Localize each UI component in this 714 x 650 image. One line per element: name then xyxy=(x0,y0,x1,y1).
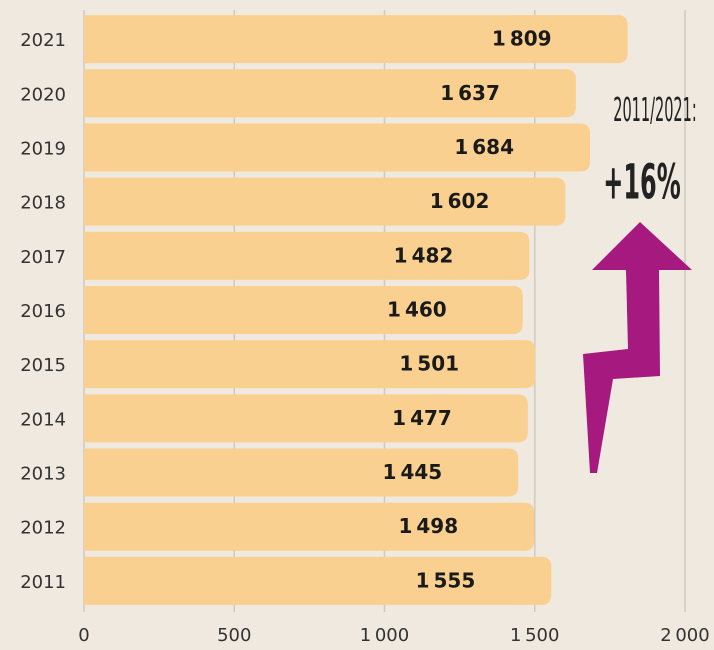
bar xyxy=(84,448,519,497)
bar xyxy=(84,123,591,172)
y-tick-label: 2018 xyxy=(20,193,66,214)
bar xyxy=(84,556,552,605)
y-tick-label: 2013 xyxy=(20,464,66,485)
value-label: 1 445 xyxy=(383,460,443,484)
bar xyxy=(84,340,536,389)
bar xyxy=(84,502,535,551)
bars: 1 809 1 637 1 684 1 602 1 482 1 460 1 501 1 477… xyxy=(84,15,628,605)
value-label: 1 684 xyxy=(454,135,514,159)
value-label: 1 498 xyxy=(398,514,458,538)
trend-arrow xyxy=(583,222,692,473)
x-tick-label: 1 500 xyxy=(510,625,559,646)
y-tick-label: 2021 xyxy=(20,30,66,51)
value-label: 1 637 xyxy=(440,81,500,105)
value-label: 1 460 xyxy=(387,298,447,322)
value-label: 1 809 xyxy=(492,27,552,51)
y-tick-label: 2014 xyxy=(20,409,66,430)
value-label: 1 602 xyxy=(430,189,490,213)
x-tick-label: 500 xyxy=(217,625,251,646)
annotation: 2011/2021: xyxy=(613,92,697,130)
y-tick-label: 2019 xyxy=(20,138,66,159)
bar xyxy=(84,231,530,280)
y-tick-label: 2017 xyxy=(20,247,66,268)
bar xyxy=(84,286,523,334)
value-label: 1 555 xyxy=(416,568,476,592)
y-tick-label: 2016 xyxy=(20,301,66,322)
y-tick-label: 2011 xyxy=(20,572,66,593)
bar xyxy=(84,177,566,226)
x-tick-label: 2 000 xyxy=(660,625,709,646)
y-tick-label: 2015 xyxy=(20,355,66,376)
y-tick-label: 2020 xyxy=(20,84,66,105)
x-tick-label: 1 000 xyxy=(360,625,409,646)
y-tick-label: 2012 xyxy=(20,518,66,539)
bar xyxy=(84,15,628,64)
value-label: 1 501 xyxy=(399,352,459,376)
annotation: +16% xyxy=(603,154,681,210)
value-label: 1 482 xyxy=(394,243,454,267)
x-tick-label: 0 xyxy=(78,625,89,646)
bar xyxy=(84,69,576,118)
bar xyxy=(84,394,528,443)
value-label: 1 477 xyxy=(392,406,452,430)
